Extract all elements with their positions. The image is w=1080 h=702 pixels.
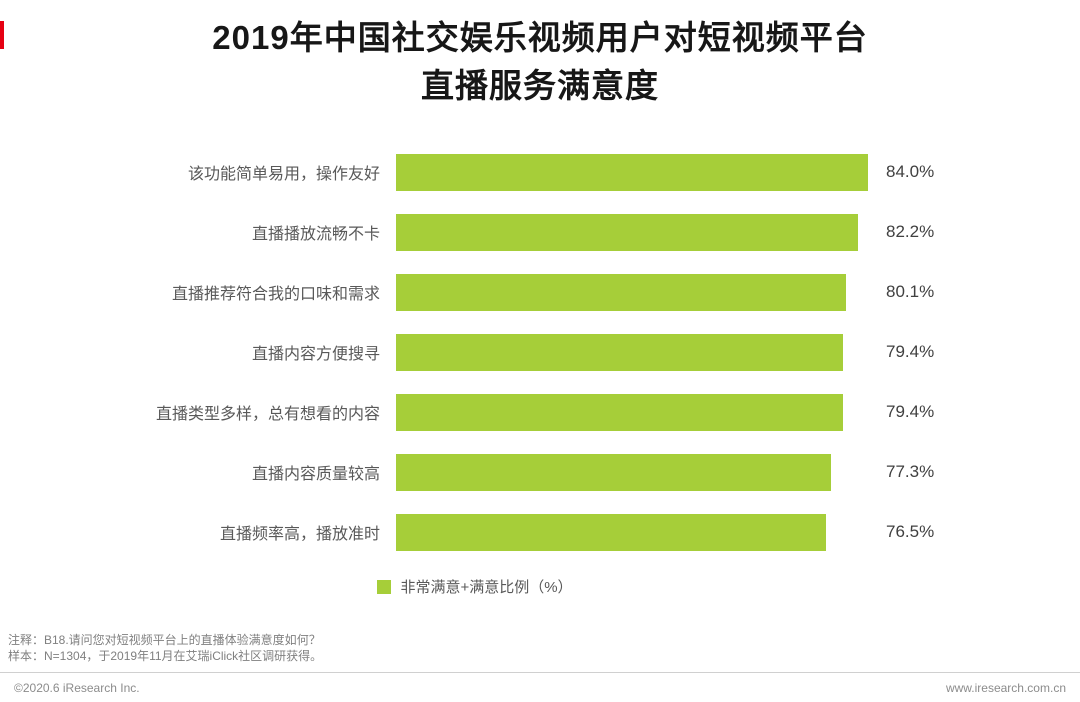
note-sample: 样本：N=1304，于2019年11月在艾瑞iClick社区调研获得。	[8, 649, 323, 663]
bar	[396, 213, 859, 251]
bar	[396, 453, 831, 491]
note-question: 注释：B18.请问您对短视频平台上的直播体验满意度如何？	[8, 633, 321, 647]
bar-chart-row: 直播内容质量较高 77.3%	[0, 442, 1080, 502]
bar-label: 该功能简单易用，操作友好	[187, 166, 380, 183]
bar-chart-row: 直播推荐符合我的口味和需求 80.1%	[0, 262, 1080, 322]
bar-label: 直播频率高，播放准时	[219, 526, 380, 543]
bar-label: 直播类型多样，总有想看的内容	[155, 406, 380, 423]
bar	[396, 273, 847, 311]
bar	[396, 513, 827, 551]
bar-value: 76.5%	[886, 522, 935, 541]
bar-track	[396, 333, 874, 371]
legend-label: 非常满意+满意比例（%）	[400, 579, 573, 596]
bar-chart-row: 该功能简单易用，操作友好 84.0%	[0, 142, 1080, 202]
bar-value: 79.4%	[886, 342, 935, 361]
bar-chart: 该功能简单易用，操作友好 84.0% 直播播放流畅不卡 82.2% 直播推荐符合…	[0, 142, 1080, 562]
bar	[396, 333, 843, 371]
bar	[396, 393, 843, 431]
chart-legend: 非常满意+满意比例（%）	[0, 576, 1015, 597]
footer: ©2020.6 iResearch Inc. www.iresearch.com…	[0, 672, 1080, 702]
bar-value: 82.2%	[886, 222, 935, 241]
bar-label: 直播内容方便搜寻	[251, 346, 380, 363]
page-title-line1: 2019年中国社交娱乐视频用户对短视频平台	[212, 19, 868, 56]
bar-chart-row: 直播频率高，播放准时 76.5%	[0, 502, 1080, 562]
bar-chart-row: 直播类型多样，总有想看的内容 79.4%	[0, 382, 1080, 442]
bar-track	[396, 453, 874, 491]
legend-swatch-icon	[377, 579, 392, 594]
bar-track	[396, 213, 874, 251]
bar-track	[396, 513, 874, 551]
page-title-line2: 直播服务满意度	[421, 67, 659, 104]
bar-value: 84.0%	[886, 162, 935, 181]
bar-label: 直播播放流畅不卡	[251, 226, 380, 243]
bar-value: 79.4%	[886, 402, 935, 421]
bar-chart-row: 直播播放流畅不卡 82.2%	[0, 202, 1080, 262]
chart-notes: 注释：B18.请问您对短视频平台上的直播体验满意度如何？ 样本：N=1304，于…	[8, 632, 322, 664]
page-title: 2019年中国社交娱乐视频用户对短视频平台 直播服务满意度	[0, 14, 1080, 110]
bar-chart-row: 直播内容方便搜寻 79.4%	[0, 322, 1080, 382]
bar-track	[396, 273, 874, 311]
bar-label: 直播推荐符合我的口味和需求	[171, 286, 380, 303]
bar-label: 直播内容质量较高	[251, 466, 380, 483]
brand-accent-mark	[0, 21, 4, 49]
bar-value: 80.1%	[886, 282, 935, 301]
bar-value: 77.3%	[886, 462, 935, 481]
bar	[396, 153, 869, 191]
bar-track	[396, 393, 874, 431]
bar-track	[396, 153, 874, 191]
